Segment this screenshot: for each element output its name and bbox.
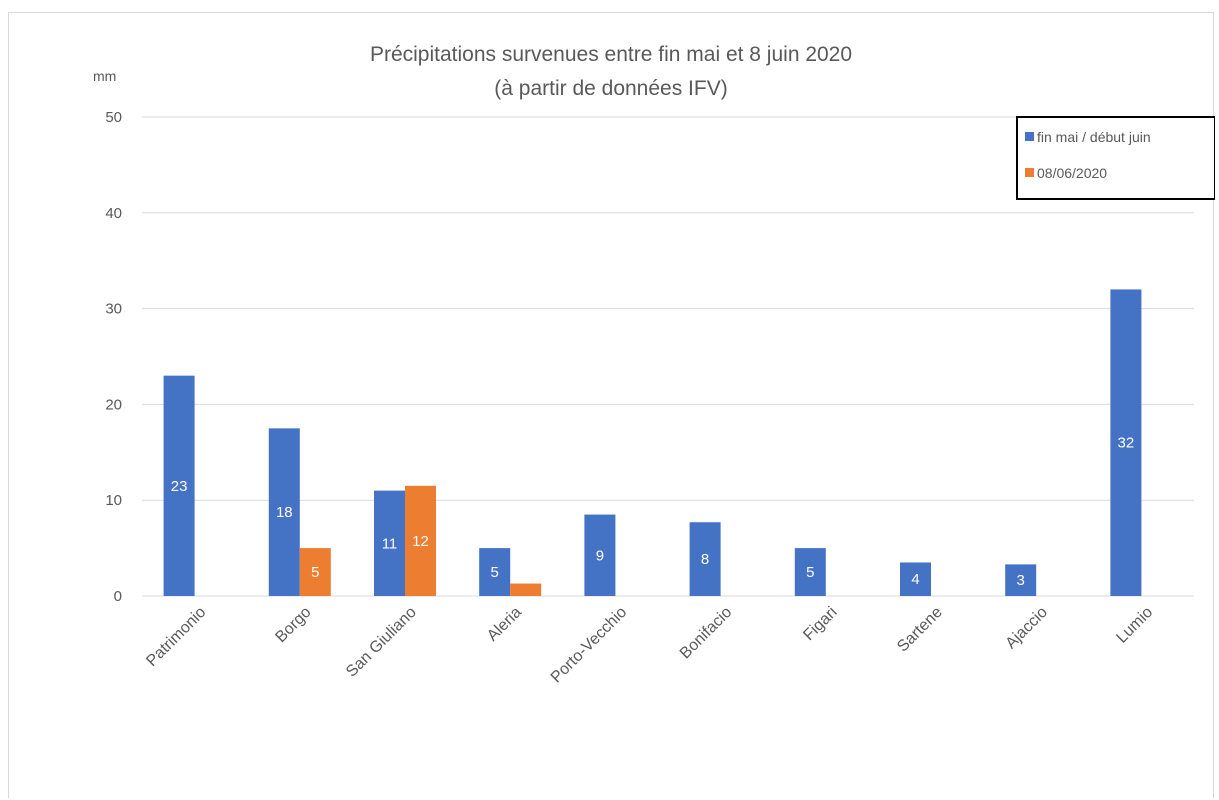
data-label-s0-9: 32: [1118, 435, 1135, 452]
data-label-s0-1: 18: [276, 504, 293, 521]
x-category-label-8: Ajaccio: [1003, 604, 1052, 653]
x-axis-categories: Patrimonio Borgo San Giuliano Aleria Porto-V…: [143, 604, 1156, 687]
y-tick-label-4: 40: [105, 205, 122, 222]
x-category-label-3: Aleria: [484, 604, 525, 645]
data-label-s1-1: 5: [311, 564, 319, 581]
x-category-label-2: San Giuliano: [343, 604, 420, 681]
bar-s1-2: [405, 485, 436, 596]
y-axis-unit-label: mm: [93, 68, 116, 84]
bar-s0-4: [584, 514, 616, 596]
data-label-s0-2: 11: [382, 535, 398, 552]
x-category-label-5: Bonifacio: [677, 604, 736, 663]
y-tick-label-1: 10: [105, 492, 122, 509]
y-tick-label-5: 50: [105, 109, 122, 126]
bar-s1-3: [510, 583, 542, 596]
data-label-s0-5: 8: [701, 551, 709, 568]
legend-box: [1016, 116, 1215, 200]
bar-s0-2: [374, 490, 405, 596]
bar-s0-5: [689, 522, 721, 596]
bar-s1-1: [299, 548, 331, 596]
y-tick-label-3: 30: [105, 301, 122, 318]
x-category-label-4: Porto-Vecchio: [548, 604, 631, 687]
bar-s0-3: [479, 548, 511, 596]
bar-s0-6: [794, 548, 826, 596]
x-category-label-9: Lumio: [1113, 604, 1156, 647]
data-label-s0-7: 4: [911, 571, 919, 588]
chart-subtitle: (à partir de données IFV): [494, 77, 727, 100]
bar-s0-8: [1005, 564, 1037, 596]
legend-swatch-0: [1025, 132, 1034, 141]
bar-s0-9: [1110, 289, 1142, 596]
bar-s0-1: [268, 428, 300, 596]
data-labels: 23 18 5 11 12 5 9 8 5 4 3 32: [171, 435, 1134, 589]
chart-svg: Précipitations survenues entre fin mai e…: [93, 43, 1215, 687]
data-label-s0-6: 5: [806, 564, 814, 581]
legend-label-0: fin mai / début juin: [1037, 129, 1151, 145]
y-axis-ticks: 0 10 20 30 40 50: [105, 109, 122, 605]
data-label-s0-0: 23: [171, 478, 188, 495]
data-label-s0-8: 3: [1017, 572, 1025, 589]
data-label-s0-3: 5: [491, 564, 499, 581]
y-tick-label-0: 0: [114, 588, 122, 605]
bar-s0-0: [163, 375, 195, 596]
bar-s0-7: [900, 562, 931, 596]
legend-label-1: 08/06/2020: [1037, 165, 1107, 181]
chart-title: Précipitations survenues entre fin mai e…: [370, 43, 852, 66]
data-label-s0-4: 9: [596, 547, 604, 564]
legend: fin mai / début juin 08/06/2020: [1016, 116, 1215, 200]
x-category-label-0: Patrimonio: [143, 604, 209, 670]
x-category-label-1: Borgo: [272, 604, 314, 646]
chart-frame: Précipitations survenues entre fin mai e…: [8, 12, 1215, 798]
x-category-label-7: Sartene: [894, 604, 946, 656]
legend-swatch-1: [1025, 168, 1034, 177]
x-category-label-6: Figari: [800, 604, 840, 644]
y-tick-label-2: 20: [105, 396, 122, 413]
bars: [163, 289, 1142, 596]
data-label-s1-2: 12: [412, 533, 429, 550]
